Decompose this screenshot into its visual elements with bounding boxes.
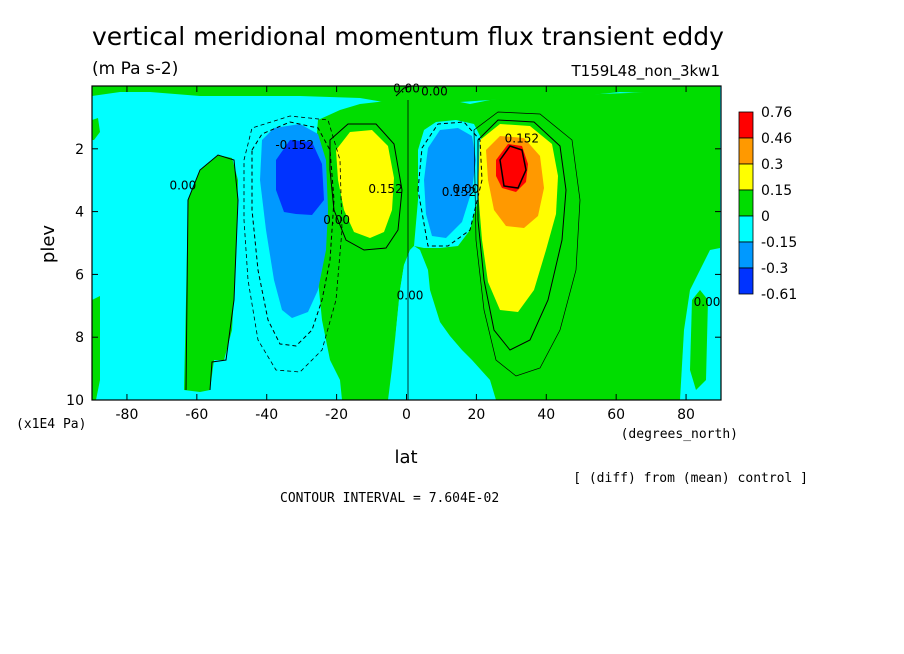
contour-label: 0.152 [505,132,539,146]
x-tick-label: 80 [677,407,695,423]
y-axis: 2 4 6 8 10 [66,142,721,409]
colorbar-label: 0.76 [761,105,792,121]
x-axis-units: (degrees_north) [621,427,738,442]
contour-label: 0.152 [442,185,476,199]
fill-left-tongue [184,155,238,392]
fill-top-strip [92,86,720,110]
fill-left-edge [92,296,100,400]
contour-label: 0.152 [368,182,402,196]
colorbar-swatch [738,111,754,139]
colorbar-label: -0.15 [761,235,797,251]
fill-south-deepblue [276,140,324,215]
contour-label: 0.00 [393,81,420,95]
contour-label: 0.00 [421,84,448,98]
y-axis-label: plev [38,225,59,264]
x-tick-label: 20 [467,407,485,423]
y-axis-units: (x1E4 Pa) [16,417,86,432]
x-tick-label: -40 [255,407,278,423]
y-tick-label: 4 [75,205,84,221]
y-tick-label: 10 [66,393,84,409]
fill-north-blue [424,128,476,238]
y-tick-label: 8 [75,330,84,346]
x-tick-label: 60 [607,407,625,423]
contour-label: 0.00 [694,295,721,309]
contour-lines [185,86,581,400]
fill-south-yellow [336,130,394,238]
x-tick-label: -80 [116,407,139,423]
x-tick-label: -60 [185,407,208,423]
contour-label: -0.152 [275,138,314,152]
x-axis: -80 -60 -40 -20 0 20 40 60 80 [116,86,695,423]
y-tick-label: 2 [75,142,84,158]
contour-label: 0.00 [453,182,480,196]
colorbar-label: 0.46 [761,131,792,147]
fill-north-red [496,144,528,192]
colorbar-label: -0.3 [761,261,788,277]
colorbar-swatch [738,241,754,269]
contour-interval: CONTOUR INTERVAL = 7.604E-02 [280,491,499,506]
colorbar-swatch [738,215,754,243]
colorbar-swatch [738,163,754,191]
colorbar-label: 0 [761,209,770,225]
fill-right-specks [690,290,708,390]
colorbar-swatch [738,137,754,165]
fill-left-top [92,118,100,140]
contour-label: 0.00 [169,179,196,193]
x-tick-label: 40 [537,407,555,423]
contour-fills [92,86,721,400]
chart-units: (m Pa s-2) [92,59,178,79]
colorbar-swatch [738,189,754,217]
contour-label: 0.00 [397,289,424,303]
run-label: T159L48_non_3kw1 [571,62,720,81]
colorbar: 0.76 0.46 0.3 0.15 0 -0.15 -0.3 -0.61 [738,105,797,303]
colorbar-label: 0.3 [761,157,783,173]
colorbar-label: 0.15 [761,183,792,199]
x-tick-label: -20 [325,407,348,423]
footer-note: [ (diff) from (mean) control ] [573,471,808,486]
y-tick-label: 6 [75,267,84,283]
contour-label: 0.00 [323,213,350,227]
x-axis-label: lat [394,447,417,468]
colorbar-label: -0.61 [761,287,797,303]
fill-equator-cyan [392,246,496,400]
x-tick-label: 0 [402,407,411,423]
chart-title: vertical meridional momentum flux transi… [92,22,724,51]
colorbar-swatch [738,267,754,295]
